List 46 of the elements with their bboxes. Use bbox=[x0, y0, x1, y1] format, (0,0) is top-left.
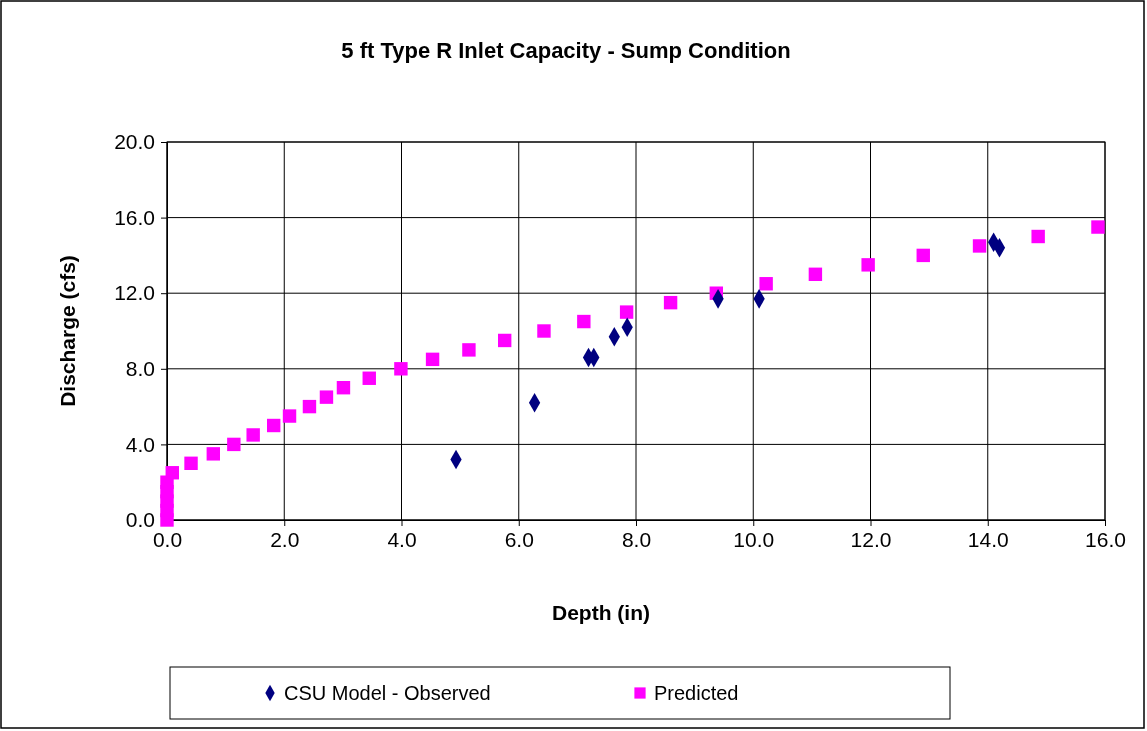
point bbox=[1091, 220, 1105, 234]
x-tick-label: 8.0 bbox=[621, 527, 652, 551]
point bbox=[394, 362, 408, 376]
point bbox=[972, 239, 987, 253]
point bbox=[362, 371, 376, 385]
x-tick-label: 16.0 bbox=[1085, 527, 1126, 551]
point bbox=[808, 267, 823, 282]
x-tick-label: 4.0 bbox=[387, 527, 417, 551]
y-tick-label: 0.0 bbox=[125, 508, 155, 532]
x-tick-label: 12.0 bbox=[850, 527, 892, 551]
x-tick-label: 2.0 bbox=[270, 527, 300, 551]
point bbox=[425, 352, 440, 367]
point bbox=[462, 343, 476, 357]
legend-label: CSU Model - Observed bbox=[284, 682, 491, 704]
point bbox=[165, 466, 179, 480]
point bbox=[282, 409, 297, 423]
y-tick-label: 8.0 bbox=[125, 357, 155, 381]
y-tick-label: 12.0 bbox=[114, 281, 155, 305]
point bbox=[577, 314, 591, 329]
x-tick-label: 0.0 bbox=[152, 527, 183, 551]
x-tick-label: 10.0 bbox=[733, 527, 775, 551]
point bbox=[663, 295, 678, 310]
point bbox=[246, 428, 260, 442]
point bbox=[861, 258, 875, 272]
point bbox=[206, 447, 221, 461]
x-axis-title: Depth (in) bbox=[552, 601, 650, 624]
point bbox=[336, 380, 351, 395]
point bbox=[319, 390, 334, 404]
chart-title: 5 ft Type R Inlet Capacity - Sump Condition bbox=[341, 38, 791, 63]
point bbox=[916, 248, 930, 263]
y-tick-label: 4.0 bbox=[125, 432, 155, 456]
y-tick-label: 20.0 bbox=[114, 130, 155, 154]
point bbox=[302, 399, 317, 414]
y-axis-title: Discharge (cfs) bbox=[56, 255, 79, 407]
y-tick-label: 16.0 bbox=[114, 205, 155, 229]
x-tick-label: 14.0 bbox=[967, 527, 1009, 551]
point bbox=[1031, 229, 1045, 244]
point bbox=[759, 277, 773, 291]
point bbox=[266, 418, 281, 433]
point bbox=[184, 456, 198, 471]
x-tick-label: 6.0 bbox=[504, 527, 534, 551]
point bbox=[227, 437, 241, 452]
point bbox=[497, 333, 512, 348]
legend-label: Predicted bbox=[654, 682, 739, 704]
point bbox=[537, 324, 551, 338]
point bbox=[619, 305, 634, 319]
